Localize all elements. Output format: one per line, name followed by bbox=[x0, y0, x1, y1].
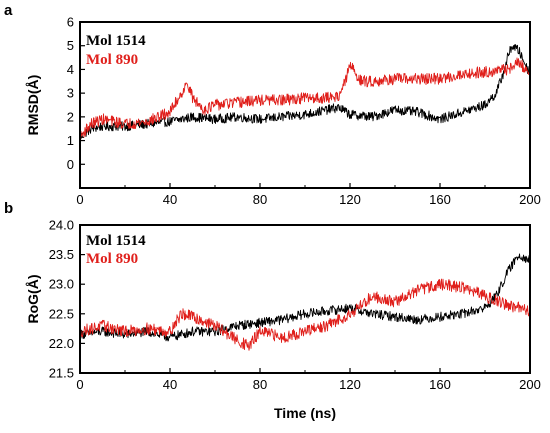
panel-b-x-tick-label: 120 bbox=[339, 377, 361, 392]
panel-b-y-tick-label: 22.5 bbox=[49, 306, 74, 321]
panel-b-series-group bbox=[79, 253, 531, 351]
panel-a-x-tick-label: 0 bbox=[76, 192, 83, 207]
panel-b-y-tick-label: 23.5 bbox=[49, 247, 74, 262]
panel-a-x-tick-label: 80 bbox=[253, 192, 267, 207]
panel-a-y-tick-label: 6 bbox=[67, 15, 74, 30]
panel-a-y-tick-label: 1 bbox=[67, 133, 74, 148]
panel-a-y-tick-label: 4 bbox=[67, 62, 74, 77]
legend-b-mol1514: Mol 1514 bbox=[86, 233, 146, 249]
panel-b-y-axis-title: RoG(Å) bbox=[25, 275, 41, 324]
panel-a-y-tick-label: 3 bbox=[67, 86, 74, 101]
panel-a-x-tick-label: 160 bbox=[429, 192, 451, 207]
panel-a-series-mol-890 bbox=[79, 57, 531, 144]
panel-b-plot-frame bbox=[79, 224, 531, 374]
panel-b-x-tick-label: 200 bbox=[519, 377, 541, 392]
panel-b-x-axis-title: Time (ns) bbox=[274, 405, 336, 421]
panel-b-y-tick-label: 21.5 bbox=[49, 366, 74, 381]
panel-a-x-tick-label: 200 bbox=[519, 192, 541, 207]
panel-a-y-tick-label: 0 bbox=[67, 157, 74, 172]
legend-a-mol890: Mol 890 bbox=[86, 52, 138, 68]
panel-b-x-tick-label: 0 bbox=[76, 377, 83, 392]
panel-b-x-tick-label: 80 bbox=[253, 377, 267, 392]
legend-b-mol890: Mol 890 bbox=[86, 251, 138, 267]
panel-a-y-tick-label: 2 bbox=[67, 109, 74, 124]
panel-a: a 0 40 80 120 160 200 0 1 2 3 4 5 6 RMSD(Å) Mol 1514… bbox=[4, 2, 541, 207]
panel-b-x-tick-label: 160 bbox=[429, 377, 451, 392]
panel-b-y-tick-label: 22.0 bbox=[49, 336, 74, 351]
panel-b-series-mol-890 bbox=[79, 278, 531, 351]
panel-b-ticks: 0 40 80 120 160 200 21.5 22.0 22.5 23.0 23.5 24.0 bbox=[49, 218, 541, 393]
panel-b: b 0 40 80 120 160 200 21.5 22.0 22.5 23.0 23.5 24.0… bbox=[4, 200, 541, 421]
legend-a-mol1514: Mol 1514 bbox=[86, 33, 146, 49]
panel-a-series-mol-1514 bbox=[79, 44, 531, 141]
panel-a-y-axis-title: RMSD(Å) bbox=[25, 75, 41, 136]
panel-a-plot-frame bbox=[79, 21, 531, 189]
panel-b-x-tick-label: 40 bbox=[163, 377, 177, 392]
panel-b-letter: b bbox=[4, 200, 13, 217]
panel-b-y-tick-label: 23.0 bbox=[49, 277, 74, 292]
panel-a-y-tick-label: 5 bbox=[67, 38, 74, 53]
panel-a-x-tick-label: 40 bbox=[163, 192, 177, 207]
panel-b-y-tick-label: 24.0 bbox=[49, 218, 74, 233]
panel-a-letter: a bbox=[4, 2, 13, 19]
panel-a-series-group bbox=[79, 44, 531, 144]
panel-a-x-tick-label: 120 bbox=[339, 192, 361, 207]
